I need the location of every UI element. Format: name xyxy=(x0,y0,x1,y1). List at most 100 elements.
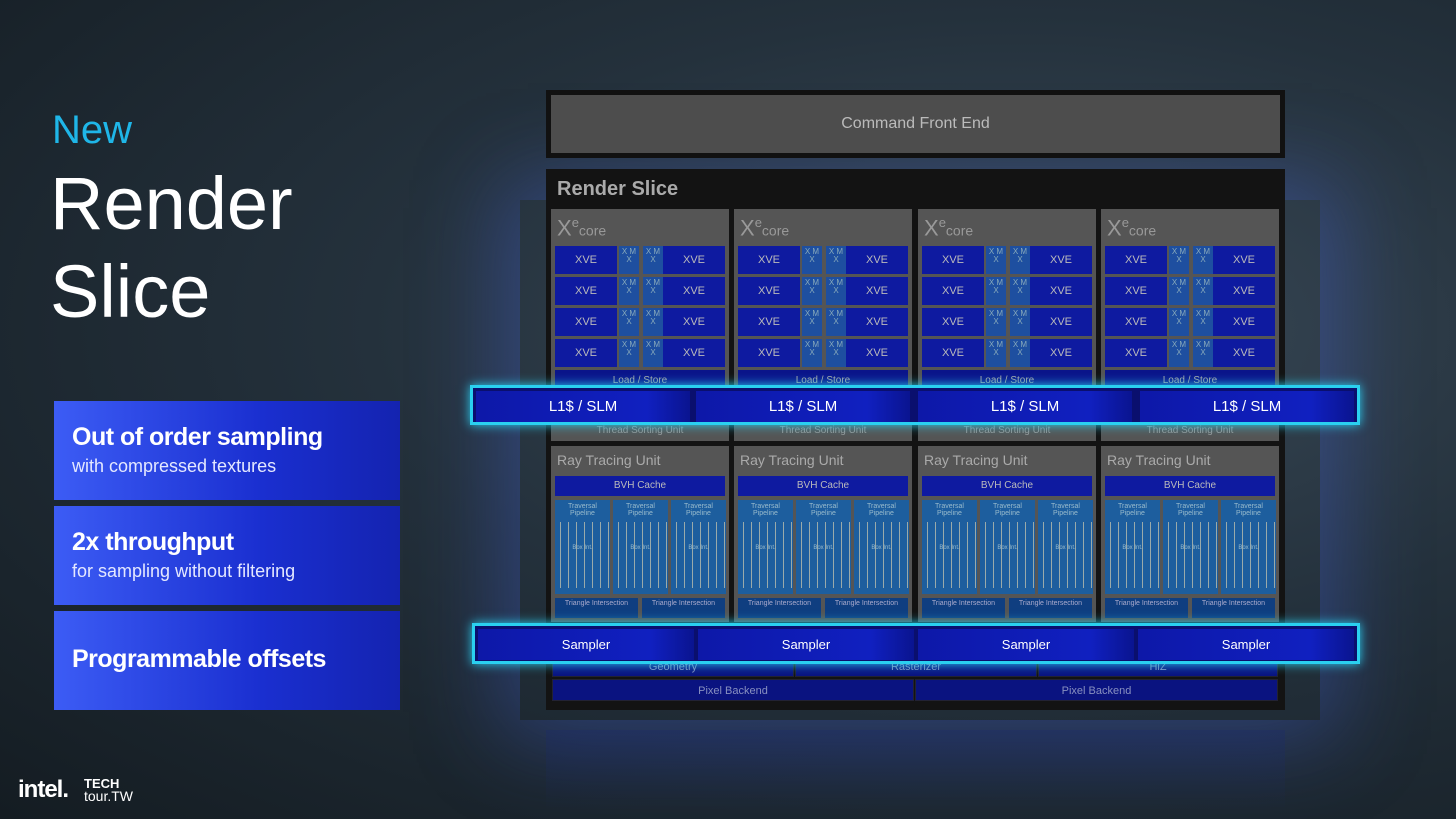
xmx-block: X M X xyxy=(986,339,1006,367)
xmx-block: X M X xyxy=(1169,308,1189,336)
box-int-label: Box Int. xyxy=(871,545,892,551)
traversal-pipeline: Traversal Pipeline Box Int. xyxy=(1038,500,1093,594)
xve-row: XVE X M X X M X XVE xyxy=(555,246,725,274)
xve-block: XVE xyxy=(1213,277,1275,305)
xmx-block: X M X xyxy=(1010,339,1030,367)
box-int-label: Box Int. xyxy=(1122,545,1143,551)
rtu-label: Ray Tracing Unit xyxy=(1107,452,1211,468)
rtu-label: Ray Tracing Unit xyxy=(924,452,1028,468)
thread-sorting-unit: Thread Sorting Unit xyxy=(596,425,684,436)
intel-logo: intel. xyxy=(18,776,69,803)
ray-tracing-unit: Ray Tracing Unit BVH Cache Traversal Pip… xyxy=(734,446,912,622)
xmx-block: X M X xyxy=(986,246,1006,274)
l1-slm-highlight: L1$ / SLM L1$ / SLM L1$ / SLM L1$ / SLM xyxy=(470,385,1360,425)
xmx-block: X M X xyxy=(1193,339,1213,367)
xmx-block: X M X xyxy=(826,246,846,274)
xe-text: X xyxy=(557,215,572,241)
bvh-cache: BVH Cache xyxy=(1105,476,1275,496)
load-store: Load / Store xyxy=(738,370,908,386)
xve-block: XVE xyxy=(663,339,725,367)
box-int-label: Box Int. xyxy=(813,545,834,551)
xve-block: XVE xyxy=(555,246,617,274)
xmx-block: X M X xyxy=(1193,246,1213,274)
triangle-intersection: Triangle Intersection xyxy=(738,598,821,618)
xve-row: XVE X M X X M X XVE xyxy=(738,308,908,336)
traversal-pipeline: Traversal Pipeline Box Int. xyxy=(854,500,909,594)
xe-core-label: Xecore xyxy=(1107,215,1156,241)
card-title: Out of order sampling xyxy=(72,423,323,451)
traversal-pipeline: Traversal Pipeline Box Int. xyxy=(1221,500,1276,594)
xve-row: XVE X M X X M X XVE xyxy=(738,339,908,367)
xve-block: XVE xyxy=(738,277,800,305)
traversal-label: Traversal Pipeline xyxy=(935,503,964,517)
bvh-cache: BVH Cache xyxy=(738,476,908,496)
xve-block: XVE xyxy=(846,339,908,367)
l1-slm-block: L1$ / SLM xyxy=(696,391,910,422)
traversal-pipeline: Traversal Pipeline Box Int. xyxy=(796,500,851,594)
xve-row: XVE X M X X M X XVE xyxy=(555,277,725,305)
xmx-block: X M X xyxy=(1169,246,1189,274)
l1-slm-block: L1$ / SLM xyxy=(1140,391,1354,422)
box-int-label: Box Int. xyxy=(997,545,1018,551)
render-slice-label: Render Slice xyxy=(557,178,679,200)
box-int-label: Box Int. xyxy=(939,545,960,551)
traversal-pipeline: Traversal Pipeline Box Int. xyxy=(555,500,610,594)
xve-row: XVE X M X X M X XVE xyxy=(922,277,1092,305)
xve-block: XVE xyxy=(846,277,908,305)
xve-block: XVE xyxy=(663,308,725,336)
load-store: Load / Store xyxy=(1105,370,1275,386)
box-int-label: Box Int. xyxy=(630,545,651,551)
xve-row: XVE X M X X M X XVE xyxy=(738,246,908,274)
pixel-backend-2: Pixel Backend xyxy=(915,679,1278,701)
sampler-block: Sampler xyxy=(698,629,914,660)
traversal-pipeline: Traversal Pipeline Box Int. xyxy=(922,500,977,594)
card-title: 2x throughput xyxy=(72,528,234,556)
box-int-label: Box Int. xyxy=(755,545,776,551)
xe-sup: e xyxy=(938,215,946,230)
xve-block: XVE xyxy=(738,339,800,367)
sampler-block: Sampler xyxy=(478,629,694,660)
traversal-pipeline: Traversal Pipeline Box Int. xyxy=(1163,500,1218,594)
box-int-label: Box Int. xyxy=(1238,545,1259,551)
xmx-block: X M X xyxy=(643,277,663,305)
triangle-intersection: Triangle Intersection xyxy=(642,598,725,618)
xe-text: X xyxy=(924,215,939,241)
xe-text: X xyxy=(740,215,755,241)
triangle-intersection: Triangle Intersection xyxy=(922,598,1005,618)
xmx-block: X M X xyxy=(986,308,1006,336)
traversal-label: Traversal Pipeline xyxy=(1234,503,1263,517)
traversal-pipeline: Traversal Pipeline Box Int. xyxy=(613,500,668,594)
xve-row: XVE X M X X M X XVE xyxy=(555,339,725,367)
title-line-1: Render xyxy=(50,162,293,245)
xve-row: XVE X M X X M X XVE xyxy=(1105,246,1275,274)
xve-block: XVE xyxy=(922,308,984,336)
box-int-label: Box Int. xyxy=(688,545,709,551)
tech-tour-logo: TECH tour.TW xyxy=(84,776,133,803)
xve-row: XVE X M X X M X XVE xyxy=(1105,339,1275,367)
xve-block: XVE xyxy=(1105,339,1167,367)
xmx-block: X M X xyxy=(643,246,663,274)
page-title: Render Slice xyxy=(50,160,293,336)
xmx-block: X M X xyxy=(802,339,822,367)
xmx-block: X M X xyxy=(826,308,846,336)
sampler-block: Sampler xyxy=(1138,629,1354,660)
xve-block: XVE xyxy=(555,277,617,305)
xve-block: XVE xyxy=(1030,246,1092,274)
load-store: Load / Store xyxy=(922,370,1092,386)
rtu-label: Ray Tracing Unit xyxy=(557,452,661,468)
xve-block: XVE xyxy=(846,246,908,274)
event-line-1: TECH xyxy=(84,776,120,791)
xmx-block: X M X xyxy=(986,277,1006,305)
feature-card-throughput: 2x throughput for sampling without filter… xyxy=(54,506,400,605)
xmx-block: X M X xyxy=(619,246,639,274)
traversal-pipeline: Traversal Pipeline Box Int. xyxy=(1105,500,1160,594)
xve-block: XVE xyxy=(1213,308,1275,336)
l1-slm-block: L1$ / SLM xyxy=(476,391,690,422)
triangle-intersection: Triangle Intersection xyxy=(825,598,908,618)
ray-tracing-unit: Ray Tracing Unit BVH Cache Traversal Pip… xyxy=(918,446,1096,622)
thread-sorting-unit: Thread Sorting Unit xyxy=(779,425,867,436)
xe-sub: core xyxy=(578,222,607,239)
xve-row: XVE X M X X M X XVE xyxy=(922,308,1092,336)
bvh-cache: BVH Cache xyxy=(555,476,725,496)
traversal-label: Traversal Pipeline xyxy=(568,503,597,517)
